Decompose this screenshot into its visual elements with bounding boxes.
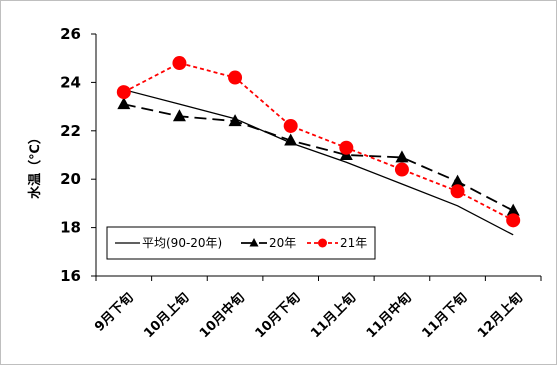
legend-label-1: 20年	[269, 236, 296, 250]
series-line-1	[123, 103, 514, 212]
x-category-label: 10月中旬	[196, 290, 248, 342]
series-line-0	[123, 89, 514, 236]
series-point-1	[284, 133, 298, 146]
series-point-1	[451, 174, 465, 187]
series-point-1	[395, 150, 409, 163]
series-point-1	[228, 114, 242, 127]
series-point-1	[506, 203, 520, 216]
x-category-label: 11月下旬	[419, 290, 471, 342]
series-point-2	[506, 213, 521, 228]
legend-label-0: 平均(90-20年)	[142, 236, 222, 250]
series-point-2	[283, 118, 298, 133]
y-tick-label: 20	[60, 170, 81, 188]
legend-label-2: 21年	[340, 236, 367, 250]
series-point-2	[339, 140, 354, 155]
series-point-2	[228, 70, 243, 85]
series-point-1	[172, 109, 186, 122]
x-category-label: 10月上旬	[141, 290, 193, 342]
x-category-label: 10月下旬	[252, 290, 304, 342]
y-tick-label: 22	[60, 122, 81, 140]
series-point-2	[394, 162, 409, 177]
legend-marker-1	[249, 238, 259, 247]
legend-marker-2	[318, 238, 327, 248]
x-category-label: 12月上旬	[474, 290, 526, 342]
y-axis-label: 水温（℃）	[27, 131, 43, 199]
series-point-2	[116, 85, 131, 100]
series-point-1	[117, 97, 131, 110]
chart-legend: 平均(90-20年) 20年 21年	[106, 226, 376, 260]
series-point-2	[172, 56, 187, 71]
x-category-label: 11月上旬	[307, 290, 359, 342]
chart-axes: 16 18 20 22 24 26 9月下旬 10月上旬 10月中旬 10月下旬 11月上旬 11月中…	[27, 25, 542, 342]
y-tick-label: 26	[60, 25, 81, 43]
y-tick-label: 24	[60, 73, 81, 91]
chart-plot-area	[116, 56, 521, 236]
series-line-2	[123, 62, 514, 222]
x-category-label: 9月下旬	[91, 290, 136, 335]
y-tick-label: 18	[60, 219, 81, 237]
x-category-label: 11月中旬	[363, 290, 415, 342]
series-point-2	[450, 184, 465, 199]
y-tick-label: 16	[60, 267, 81, 285]
